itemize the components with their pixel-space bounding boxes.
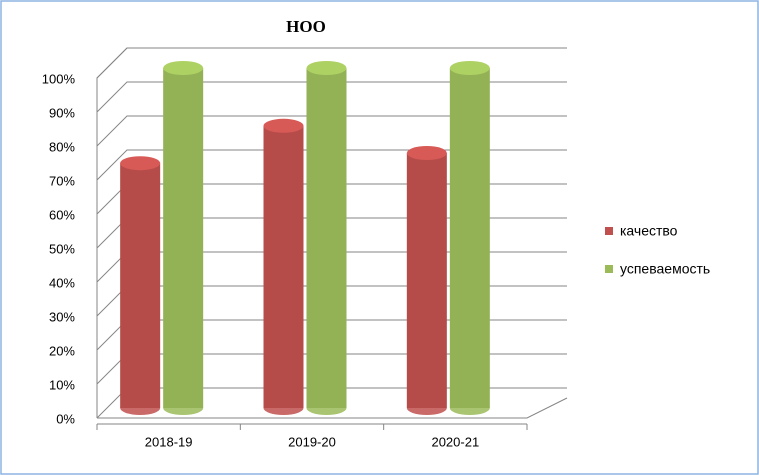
- bar: [449, 68, 490, 408]
- cylinder: [120, 156, 161, 415]
- y-tick-label: 40%: [49, 275, 75, 290]
- cylinder-top: [449, 61, 490, 75]
- y-tick-label: 60%: [49, 207, 75, 222]
- y-tick-label: 0%: [56, 411, 75, 426]
- y-tick-label: 70%: [49, 173, 75, 188]
- x-tick-label: 2020-21: [431, 434, 479, 449]
- x-tick-label: 2019-20: [288, 434, 336, 449]
- cylinder-top: [120, 156, 161, 171]
- legend-swatch: [605, 265, 613, 273]
- bar: [263, 125, 304, 409]
- cylinder-top: [406, 146, 447, 160]
- legend-swatch: [605, 227, 613, 235]
- y-tick-label: 90%: [49, 105, 75, 120]
- bar: [406, 153, 447, 408]
- y-tick-label: 80%: [49, 139, 75, 154]
- cylinder-top: [306, 61, 347, 75]
- cylinder: [406, 146, 447, 415]
- y-tick-label: 20%: [49, 343, 75, 358]
- grid-line: [96, 81, 567, 113]
- cylinder: [163, 61, 204, 415]
- cylinder-top: [263, 118, 304, 133]
- chart-title: НОО: [286, 17, 326, 36]
- cylinder-top: [163, 61, 204, 75]
- bar: [306, 68, 347, 408]
- bar: [163, 68, 204, 408]
- grid-line: [96, 47, 567, 79]
- cylinder: [263, 118, 304, 415]
- y-tick-label: 30%: [49, 309, 75, 324]
- y-tick-label: 100%: [42, 71, 76, 86]
- grid-line: [96, 115, 567, 147]
- y-tick-label: 10%: [49, 377, 75, 392]
- y-tick-label: 50%: [49, 241, 75, 256]
- cylinder: [306, 61, 347, 415]
- cylinder: [449, 61, 490, 415]
- legend-label: успеваемость: [620, 261, 710, 277]
- x-tick-label: 2018-19: [145, 434, 193, 449]
- legend-label: качество: [620, 223, 678, 239]
- bar: [120, 163, 161, 408]
- floor: [97, 397, 568, 419]
